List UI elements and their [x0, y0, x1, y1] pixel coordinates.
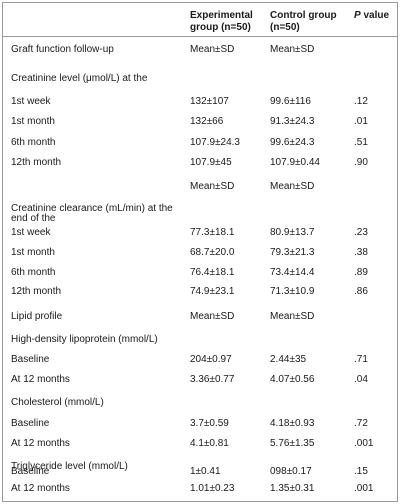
control-value: 73.4±14.4: [270, 267, 315, 278]
row-label: Cholesterol (mmol/L): [11, 397, 104, 408]
table-row: 12th month 107.9±45 107.9±0.44 .90: [0, 157, 401, 173]
table-row: At 12 months 1.01±0.23 1.35±0.31 .001: [0, 483, 401, 499]
experimental-value: 3.36±0.77: [190, 374, 235, 385]
control-value: 4.18±0.93: [270, 418, 315, 429]
row-label: 6th month: [11, 137, 56, 148]
table-row: At 12 months 3.36±0.77 4.07±0.56 .04: [0, 374, 401, 390]
control-value: 4.07±0.56: [270, 374, 315, 385]
table-row: Baseline 1±0.41 098±0.17 .15: [0, 466, 401, 482]
table-row: 6th month 107.9±24.3 99.6±24.3 .51: [0, 137, 401, 153]
header-p-value: P value: [354, 10, 394, 22]
row-label: 1st week: [11, 227, 51, 238]
row-label: At 12 months: [11, 374, 70, 385]
header-p-suffix: value: [363, 10, 390, 21]
table-row: At 12 months 4.1±0.81 5.76±1.35 .001: [0, 438, 401, 454]
table-row: Baseline 204±0.97 2.44±35 .71: [0, 354, 401, 370]
header-control-group: Control group (n=50): [270, 10, 337, 33]
experimental-value: 74.9±23.1: [190, 286, 235, 297]
experimental-value: 4.1±0.81: [190, 438, 229, 449]
experimental-value: Mean±SD: [190, 181, 235, 192]
p-value: .15: [354, 466, 368, 477]
experimental-value: 68.7±20.0: [190, 247, 235, 258]
control-value: 99.6±24.3: [270, 137, 315, 148]
row-label: Graft function follow-up: [11, 44, 114, 55]
row-label: Baseline: [11, 466, 50, 477]
header-p-letter: P: [354, 10, 361, 21]
control-value: 99.6±116: [270, 96, 311, 107]
experimental-value: Mean±SD: [190, 44, 235, 55]
header-experimental-group: Experimental group (n=50): [190, 10, 253, 33]
table-frame: [2, 2, 398, 502]
control-value: 107.9±0.44: [270, 157, 320, 168]
experimental-value: 132±107: [190, 96, 229, 107]
row-label: Creatinine level (μmol/L) at the: [11, 73, 148, 84]
control-value: Mean±SD: [270, 181, 315, 192]
row-label: 1st month: [11, 247, 55, 258]
p-value: .001: [354, 483, 374, 494]
row-label: 12th month: [11, 286, 62, 297]
p-value: .01: [354, 116, 368, 127]
row-label: Baseline: [11, 354, 50, 365]
p-value: .90: [354, 157, 368, 168]
table-row: Mean±SD Mean±SD: [0, 181, 401, 197]
table-row: Baseline 3.7±0.59 4.18±0.93 .72: [0, 418, 401, 434]
row-label: At 12 months: [11, 438, 70, 449]
table-row: Graft function follow-up Mean±SD Mean±SD: [0, 44, 401, 60]
experimental-value: 107.9±24.3: [190, 137, 240, 148]
row-label: Baseline: [11, 418, 50, 429]
p-value: .51: [354, 137, 368, 148]
control-value: 098±0.17: [270, 466, 312, 477]
experimental-value: 76.4±18.1: [190, 267, 235, 278]
p-value: .71: [354, 354, 368, 365]
experimental-value: 1.01±0.23: [190, 483, 235, 494]
p-value: .72: [354, 418, 368, 429]
p-value: .23: [354, 227, 368, 238]
row-label: 1st week: [11, 96, 51, 107]
row-label: Triglyceride level (mmol/L): [11, 461, 128, 472]
row-label: 6th month: [11, 267, 56, 278]
table-row: 1st week 132±107 99.6±116 .12: [0, 96, 401, 112]
experimental-value: 3.7±0.59: [190, 418, 229, 429]
control-value: Mean±SD: [270, 311, 315, 322]
control-value: Mean±SD: [270, 44, 315, 55]
row-label: Creatinine clearance (mL/min) at the end…: [11, 203, 173, 224]
control-value: 80.9±13.7: [270, 227, 315, 238]
row-label: 12th month: [11, 157, 62, 168]
control-value: 2.44±35: [270, 354, 307, 365]
experimental-value: 77.3±18.1: [190, 227, 235, 238]
experimental-value: 132±66: [190, 116, 224, 127]
p-value: .89: [354, 267, 368, 278]
control-value: 1.35±0.31: [270, 483, 315, 494]
table-row: Lipid profile Mean±SD Mean±SD: [0, 311, 401, 327]
table-row: High-density lipoprotein (mmol/L): [0, 334, 401, 350]
row-label: 1st month: [11, 116, 55, 127]
table-row: 12th month 74.9±23.1 71.3±10.9 .86: [0, 286, 401, 302]
table-row: Creatinine level (μmol/L) at the: [0, 73, 401, 89]
p-value: .001: [354, 438, 374, 449]
row-label: High-density lipoprotein (mmol/L): [11, 334, 158, 345]
table-row: 1st week 77.3±18.1 80.9±13.7 .23: [0, 227, 401, 243]
p-value: .04: [354, 374, 368, 385]
row-label: Lipid profile: [11, 311, 63, 322]
control-value: 5.76±1.35: [270, 438, 315, 449]
experimental-value: 204±0.97: [190, 354, 232, 365]
p-value: .38: [354, 247, 368, 258]
table-row: 1st month 68.7±20.0 79.3±21.3 .38: [0, 247, 401, 263]
table-row: Creatinine clearance (mL/min) at the end…: [0, 204, 401, 224]
experimental-value: Mean±SD: [190, 311, 235, 322]
table-row: 6th month 76.4±18.1 73.4±14.4 .89: [0, 267, 401, 283]
table-row: Cholesterol (mmol/L): [0, 397, 401, 413]
row-label: At 12 months: [11, 483, 70, 494]
control-value: 79.3±21.3: [270, 247, 315, 258]
experimental-value: 1±0.41: [190, 466, 221, 477]
control-value: 71.3±10.9: [270, 286, 315, 297]
p-value: .86: [354, 286, 368, 297]
control-value: 91.3±24.3: [270, 116, 315, 127]
p-value: .12: [354, 96, 368, 107]
experimental-value: 107.9±45: [190, 157, 232, 168]
header-rule: [3, 36, 397, 37]
table-row: Triglyceride level (mmol/L): [0, 461, 401, 477]
table-row: 1st month 132±66 91.3±24.3 .01: [0, 116, 401, 132]
